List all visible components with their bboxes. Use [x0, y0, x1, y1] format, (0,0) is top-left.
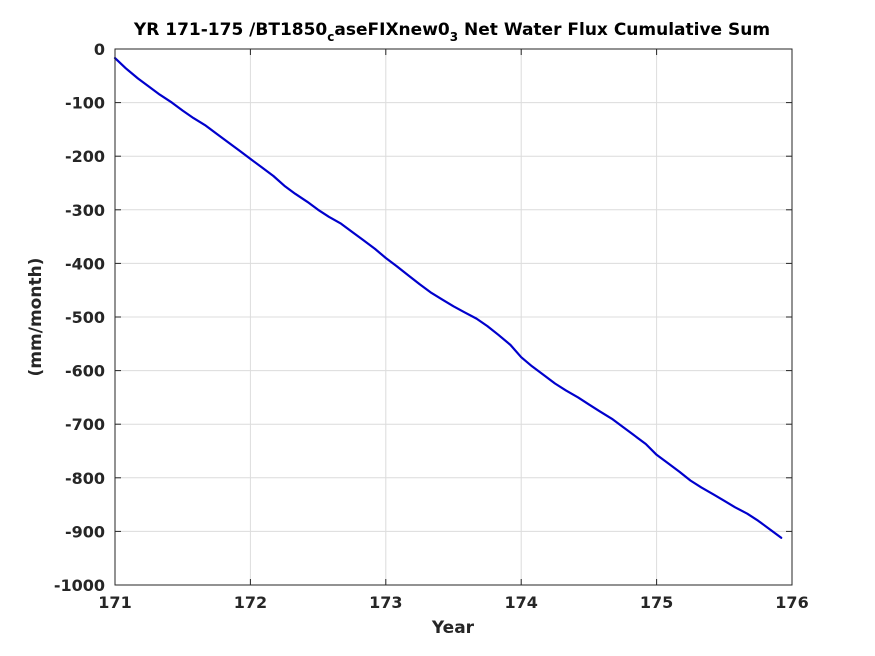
chart-title: YR 171-175 /BT1850caseFIXnew03 Net Water…	[133, 20, 770, 44]
series-line	[113, 56, 783, 539]
x-tick-label: 174	[504, 593, 537, 612]
y-tick-label: -1000	[54, 576, 105, 595]
y-tick-label: -900	[65, 522, 105, 541]
y-tick-labels: 0 -100 -200 -300 -400 -500 -600 -700 -800 -900 -10…	[54, 40, 105, 595]
y-tick-label: -100	[65, 94, 105, 113]
y-tick-label: -400	[65, 254, 105, 273]
y-tick-label: -300	[65, 201, 105, 220]
x-axis-label: Year	[431, 618, 475, 638]
title-part-pre: YR 171-175 /BT1850	[133, 20, 328, 40]
title-subscript-1: c	[327, 30, 334, 44]
title-part-mid: aseFIXnew0	[334, 20, 450, 40]
y-axis-label: (mm/month)	[26, 258, 46, 377]
y-tick-label: -800	[65, 469, 105, 488]
title-subscript-2: 3	[450, 30, 458, 44]
y-tick-label: 0	[94, 40, 105, 59]
x-tick-label: 176	[775, 593, 808, 612]
title-part-post: Net Water Flux Cumulative Sum	[458, 20, 770, 40]
x-tick-label: 173	[369, 593, 402, 612]
y-tick-label: -700	[65, 415, 105, 434]
y-tick-label: -200	[65, 147, 105, 166]
y-tick-label: -500	[65, 308, 105, 327]
series-layer	[113, 56, 783, 539]
y-tick-label: -600	[65, 362, 105, 381]
grid-lines	[114, 48, 793, 586]
x-tick-label: 175	[640, 593, 673, 612]
x-tick-label: 172	[234, 593, 267, 612]
x-tick-label: 171	[98, 593, 131, 612]
axis-ticks	[114, 48, 793, 586]
x-tick-labels: 171 172 173 174 175 176	[98, 593, 808, 612]
